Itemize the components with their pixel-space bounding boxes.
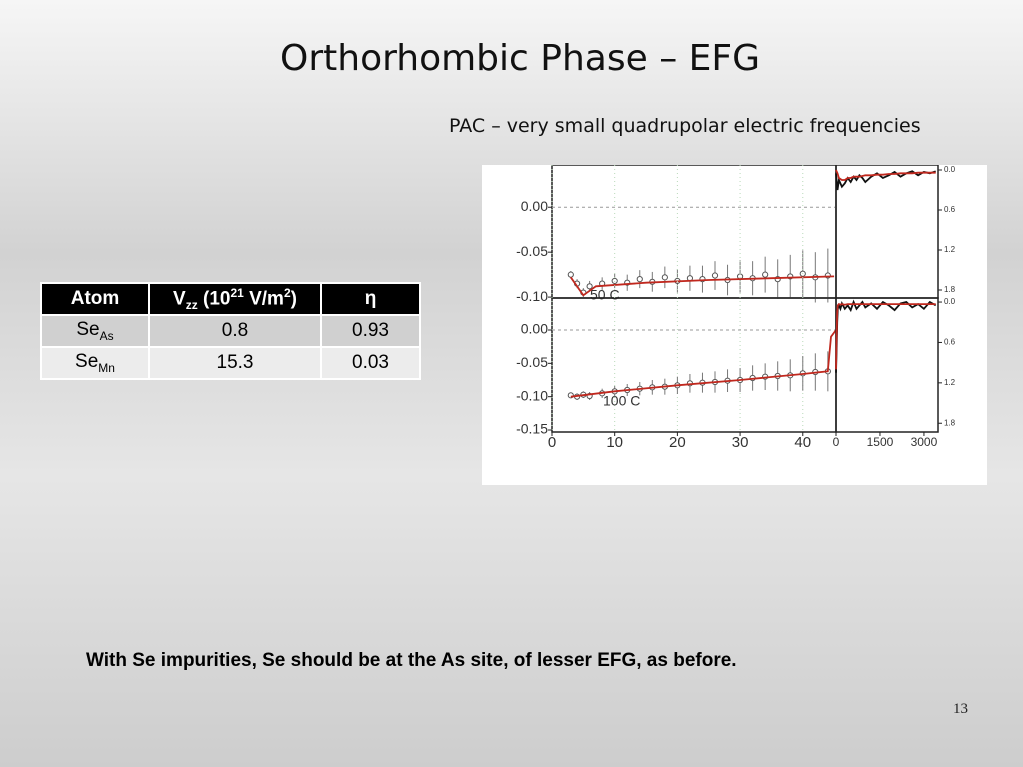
- data-point: [567, 271, 574, 278]
- y-tick-label: 1.8: [944, 418, 956, 427]
- cell-text: Se: [75, 351, 99, 373]
- x-tick-label: 0: [833, 435, 840, 449]
- cell: 0.8: [148, 314, 322, 348]
- header-text: ): [290, 288, 297, 310]
- cell: 0.93: [320, 314, 421, 348]
- data-point: [636, 276, 643, 283]
- data-line: [570, 329, 837, 398]
- panel-annotation: 100 C: [603, 393, 640, 409]
- header-text: V/m: [243, 288, 284, 310]
- header-sup: 21: [230, 285, 244, 300]
- data-point: [762, 271, 769, 278]
- y-tick-label: -0.05: [516, 354, 548, 370]
- y-tick-label: 0.6: [944, 338, 956, 347]
- y-tick-label: 0.0: [944, 165, 956, 174]
- data-point: [586, 283, 593, 290]
- y-tick-label: 0.00: [521, 198, 548, 214]
- data-line: [835, 303, 936, 370]
- cell-text: Se: [76, 319, 100, 341]
- y-tick-label: -0.10: [516, 387, 548, 403]
- header-text: (10: [197, 288, 231, 310]
- y-tick-label: -0.05: [516, 243, 548, 259]
- header-row: Atom Vzz (1021 V/m2) η: [40, 282, 421, 316]
- data-line: [835, 170, 936, 191]
- header-sup: 2: [283, 285, 291, 300]
- y-tick-label: 0.6: [944, 205, 956, 214]
- table-row: SeMn 15.3 0.03: [40, 346, 421, 380]
- y-tick-label: 0.00: [521, 321, 548, 337]
- header-sub: zz: [185, 298, 198, 313]
- x-tick-label: 40: [794, 434, 811, 451]
- table-row: SeAs 0.8 0.93: [40, 314, 421, 348]
- pac-figure: 0.00-0.05-0.10 50 C0.00-0.05-0.10-0.150 10…: [482, 165, 987, 485]
- cell: 15.3: [148, 346, 322, 380]
- data-line: [570, 275, 835, 297]
- subtitle: PAC – very small quadrupolar electric fr…: [449, 115, 921, 137]
- x-tick-label: 20: [669, 434, 686, 451]
- slide-title: Orthorhombic Phase – EFG: [280, 38, 760, 79]
- data-line: [835, 299, 937, 373]
- cell-sub: Mn: [98, 360, 115, 375]
- header-cell: η: [320, 282, 421, 316]
- x-tick-label: 0: [548, 434, 556, 451]
- x-tick-label: 3000: [911, 435, 938, 449]
- header-cell: Atom: [40, 282, 150, 316]
- page-number: 13: [953, 701, 968, 717]
- cell-sub: As: [99, 328, 114, 343]
- data-point: [611, 277, 618, 285]
- y-tick-label: 1.8: [944, 285, 956, 294]
- data-point: [661, 274, 668, 281]
- y-tick-label: 1.2: [944, 245, 956, 254]
- header-text: V: [173, 288, 186, 310]
- footer-text: With Se impurities, Se should be at the …: [86, 650, 737, 671]
- data-point: [711, 272, 719, 279]
- cell: SeAs: [40, 314, 150, 348]
- data-line: [835, 169, 936, 181]
- data-table: Atom Vzz (1021 V/m2) η SeAs 0.8 0.93 SeM…: [40, 282, 421, 380]
- header-cell: Vzz (1021 V/m2): [148, 282, 322, 316]
- cell: SeMn: [40, 346, 150, 380]
- y-tick-label: -0.10: [516, 288, 548, 304]
- y-tick-label: -0.15: [516, 421, 548, 437]
- x-tick-label: 1500: [867, 435, 894, 449]
- cell: 0.03: [320, 346, 421, 380]
- x-tick-label: 10: [606, 434, 623, 451]
- y-tick-label: 0.0: [944, 297, 956, 306]
- x-tick-label: 30: [732, 434, 749, 451]
- y-tick-label: 1.2: [944, 378, 956, 387]
